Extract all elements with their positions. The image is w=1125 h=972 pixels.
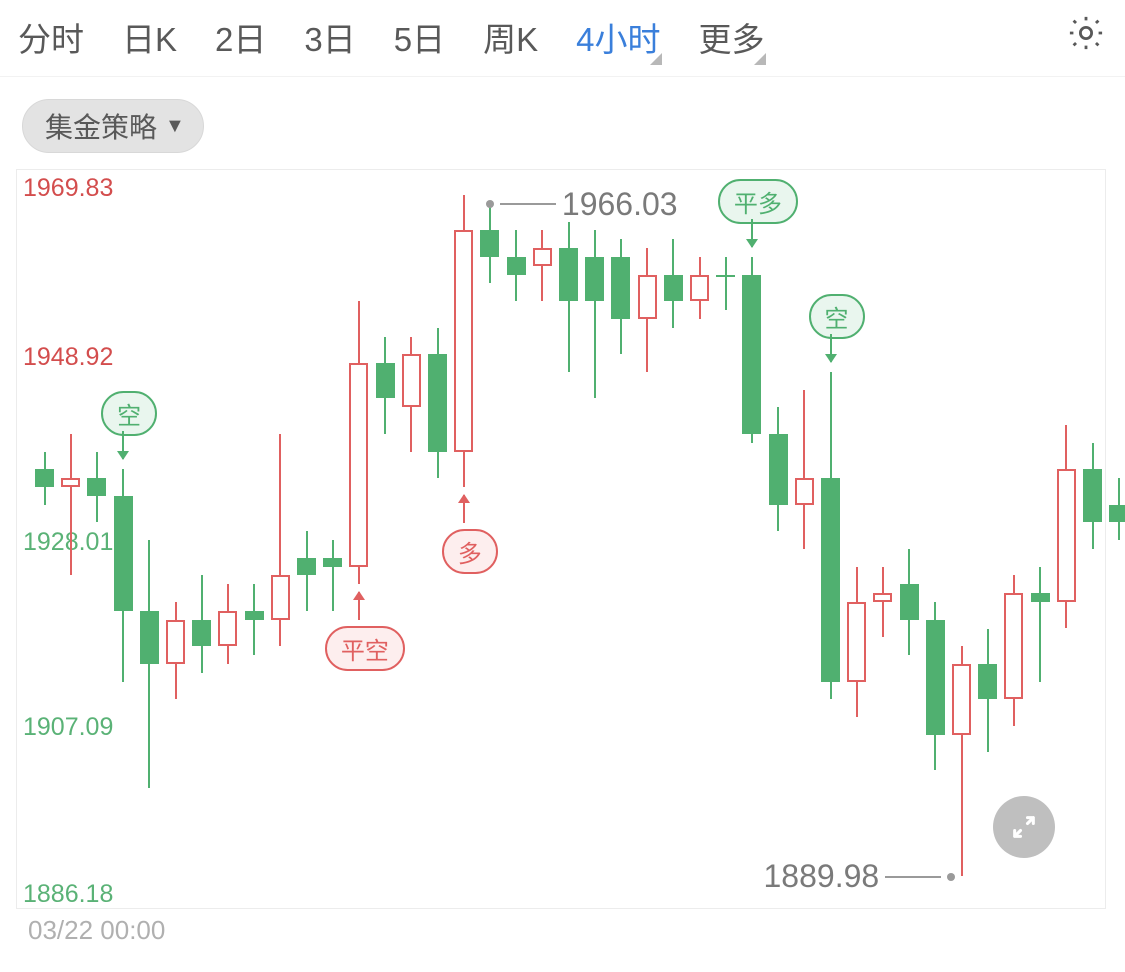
yaxis-label: 1886.18	[23, 880, 113, 909]
strategy-label: 集金策略	[45, 106, 157, 146]
tab-6[interactable]: 4小时	[576, 13, 660, 61]
expand-icon	[1010, 813, 1038, 841]
signal-badge: 平多	[718, 179, 798, 224]
signal-badge: 多	[442, 529, 498, 574]
strategy-dropdown[interactable]: 集金策略 ▼	[22, 99, 204, 153]
tab-5[interactable]: 周K	[483, 13, 538, 61]
signal-arrow-icon	[122, 431, 124, 459]
tab-7[interactable]: 更多	[698, 13, 764, 61]
signal-arrow-icon	[751, 219, 753, 247]
tab-0[interactable]: 分时	[18, 13, 84, 61]
signal-arrow-icon	[830, 334, 832, 362]
price-callout: 1889.98	[764, 858, 956, 895]
candlestick-chart[interactable]: 1969.83 1948.92 1928.01 1907.09 1886.18 1966.…	[16, 169, 1106, 909]
yaxis-label: 1969.83	[23, 174, 113, 203]
tab-2[interactable]: 2日	[215, 13, 266, 61]
signal-badge: 空	[809, 294, 865, 339]
price-callout: 1966.03	[486, 186, 678, 223]
signal-arrow-icon	[463, 495, 465, 523]
signal-arrow-icon	[358, 592, 360, 620]
chevron-down-icon: ▼	[165, 115, 185, 138]
gear-icon	[1065, 12, 1107, 54]
expand-button[interactable]	[993, 796, 1055, 858]
signal-badge: 平空	[325, 626, 405, 671]
timeframe-tabs: 分时日K 2日 3日 5日周K 4小时更多	[0, 0, 1125, 77]
settings-button[interactable]	[1065, 12, 1107, 62]
xaxis-label: 03/22 00:00	[16, 909, 1117, 946]
yaxis-label: 1907.09	[23, 713, 113, 742]
yaxis-label: 1928.01	[23, 528, 113, 557]
yaxis-label: 1948.92	[23, 343, 113, 372]
tab-1[interactable]: 日K	[122, 13, 177, 61]
signal-badge: 空	[101, 391, 157, 436]
tab-4[interactable]: 5日	[394, 13, 445, 61]
tab-3[interactable]: 3日	[304, 13, 355, 61]
